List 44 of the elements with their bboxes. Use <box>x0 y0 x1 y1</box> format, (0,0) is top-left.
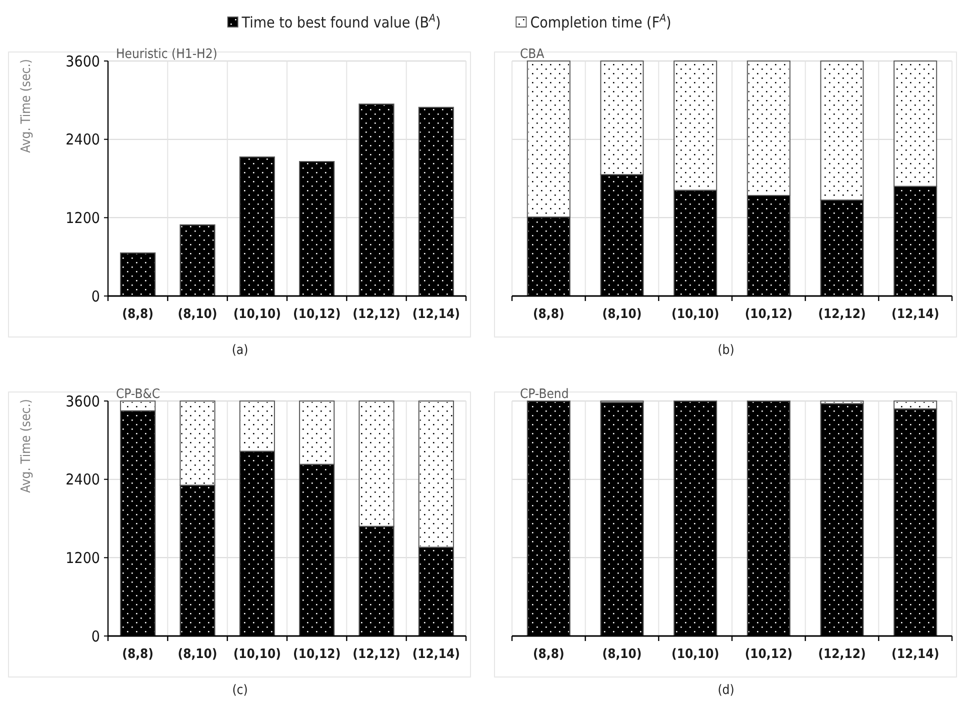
y-axis-title: Avg. Time (sec.) <box>19 399 34 493</box>
x-tick-label: (10,10) <box>233 647 282 662</box>
legend-label: Time to best found value (B$^{A}$) <box>240 12 441 32</box>
y-tick-label: 0 <box>91 287 100 306</box>
y-tick-label: 1200 <box>66 548 100 567</box>
x-tick-label: (8,10) <box>602 307 642 322</box>
x-tick-label: (10,10) <box>233 307 282 322</box>
x-axis-title: (d) <box>718 683 734 698</box>
x-tick-label: (10,10) <box>671 647 720 662</box>
x-tick-label: (10,12) <box>292 307 341 322</box>
y-tick-label: 2400 <box>66 470 100 489</box>
chart-title: CBA <box>520 47 544 62</box>
legend-label: Completion time (F$^{A}$) <box>530 12 672 32</box>
y-tick-label: 0 <box>91 627 100 646</box>
x-tick-label: (10,12) <box>744 307 793 322</box>
x-tick-label: (10,12) <box>744 647 793 662</box>
x-tick-label: (10,12) <box>292 647 341 662</box>
x-axis-title: (a) <box>232 343 248 358</box>
x-tick-label: (8,8) <box>122 307 154 322</box>
x-tick-label: (8,8) <box>532 647 564 662</box>
x-tick-label: (12,14) <box>412 307 460 322</box>
x-tick-label: (8,10) <box>178 307 218 322</box>
x-tick-label: (12,14) <box>891 307 940 322</box>
x-tick-label: (10,10) <box>671 307 720 322</box>
chart-title: CP-B&C <box>116 387 160 402</box>
x-tick-label: (12,12) <box>818 647 866 662</box>
x-tick-label: (8,10) <box>178 647 218 662</box>
x-axis-title: (b) <box>718 343 734 358</box>
x-tick-label: (8,8) <box>122 647 154 662</box>
x-tick-label: (8,10) <box>602 647 642 662</box>
x-tick-label: (12,14) <box>412 647 460 662</box>
y-axis-title: Avg. Time (sec.) <box>19 59 34 153</box>
x-tick-label: (12,12) <box>352 647 400 662</box>
y-tick-label: 3600 <box>66 52 100 70</box>
x-tick-label: (12,14) <box>891 647 940 662</box>
y-tick-label: 3600 <box>66 392 100 410</box>
x-tick-label: (12,12) <box>352 307 400 322</box>
y-tick-label: 2400 <box>66 130 100 149</box>
chart-title: Heuristic (H1-H2) <box>116 47 218 62</box>
x-tick-label: (8,8) <box>532 307 564 322</box>
chart-title: CP-Bend <box>520 387 569 402</box>
y-tick-label: 1200 <box>66 208 100 227</box>
x-tick-label: (12,12) <box>818 307 866 322</box>
x-axis-title: (c) <box>232 683 248 698</box>
